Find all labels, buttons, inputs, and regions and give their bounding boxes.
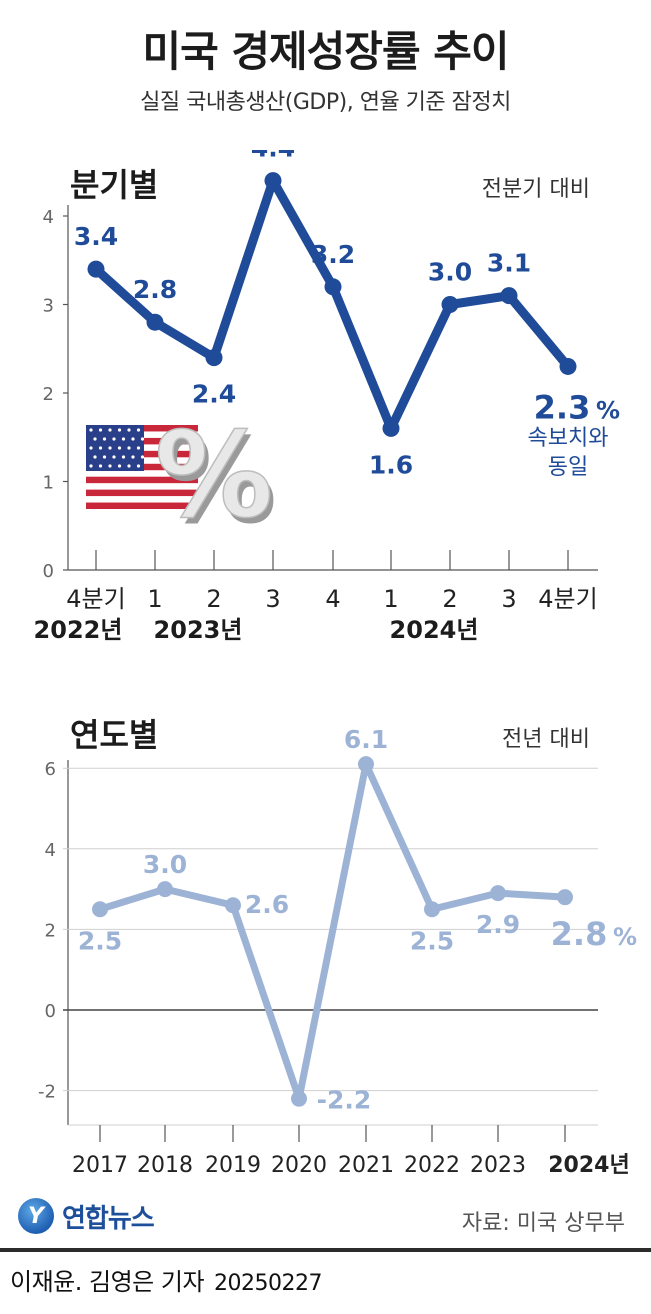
y-tick-label: 2 [43,384,54,405]
data-label-unit: % [613,923,637,951]
quarterly-section-title: 분기별 [70,166,158,204]
data-label: 2.5 [410,926,454,955]
x-tick-label: 2 [442,585,457,613]
annotation-line-1: 속보치와 [528,426,609,451]
data-label: 2.6 [245,890,289,919]
y-tick-label: 4 [45,840,56,861]
data-label: 2.4 [192,380,236,409]
data-label: 3.0 [143,850,187,879]
data-point [264,172,282,190]
data-label: 3.4 [74,222,118,251]
y-tick-label: 6 [45,759,56,780]
reporter-names: 이재윤. 김영은 기자 [10,1268,205,1296]
quarterly-growth-line [91,176,573,433]
x-tick-label: 4 [325,585,340,613]
y-tick-label: 2 [45,920,56,941]
data-label: 2.8 [551,915,608,953]
data-point [291,1090,307,1107]
data-point [225,897,241,914]
data-point [559,357,577,375]
data-label: 4.4 [251,150,295,163]
data-point [87,260,105,278]
x-tick-label: 2020 [271,1153,327,1178]
data-point [441,296,459,313]
percent-sign-icon: % % [154,405,277,550]
data-point [382,419,400,437]
y-tick-label: 1 [43,473,54,494]
annual-growth-chart: 연도별 전년 대비 6 4 2 0 -2 2017 2018 2019 2020 2021 202… [38,716,637,1178]
x-tick-label: 2023 [470,1153,526,1178]
publish-date: 20250227 [214,1271,323,1296]
data-point [358,756,374,773]
x-tick-label: 4분기 [66,585,125,613]
svg-text:%: % [155,406,273,544]
data-point [557,889,573,906]
data-label: 1.6 [369,450,413,479]
data-label: 3.0 [428,258,472,287]
footer-divider [0,1248,651,1252]
data-point [92,901,108,918]
x-tick-label: 2018 [137,1153,193,1178]
data-label: -2.2 [317,1086,372,1115]
data-point [146,313,164,331]
quarterly-comparison-note: 전분기 대비 [482,177,590,202]
x-tick-label: 2 [206,585,221,613]
x-tick-label: 3 [265,585,280,613]
data-point [500,287,518,305]
x-tick-label: 2022 [404,1153,460,1178]
data-label: 2.9 [476,910,520,939]
x-tick-label: 2019 [205,1153,261,1178]
quarterly-growth-chart: 분기별 전분기 대비 % % 4 3 2 1 0 4분기 2022년 1 2023년 2 3 4 1 2… [34,150,620,644]
x-tick-label: 1 [383,585,398,613]
year-label: 2024년 [390,616,479,644]
y-tick-label: 0 [45,1001,56,1022]
data-point [324,278,342,296]
data-label: 3.2 [311,240,355,269]
y-tick-label: 3 [43,296,54,317]
reporter-line: 이재윤. 김영은 기자 20250227 [10,1262,323,1297]
data-source: 자료: 미국 상무부 [461,1211,625,1236]
data-label: 2.5 [78,926,122,955]
annotation-line-2: 동일 [548,455,588,480]
annual-comparison-note: 전년 대비 [502,727,590,752]
x-tick-label: 1 [147,585,162,613]
x-tick-label: 3 [501,585,516,613]
annual-section-title: 연도별 [70,716,158,754]
data-label-unit: % [596,396,620,424]
annual-growth-line [96,760,569,1103]
y-tick-label: 4 [43,207,54,228]
data-label: 6.1 [344,725,388,754]
data-point [205,349,223,367]
x-tick-label: 2024년 [548,1153,629,1178]
data-point [157,881,173,898]
data-label: 2.8 [133,275,177,304]
yonhap-logo-text: 연합뉴스 [62,1203,155,1234]
y-tick-label: 0 [43,561,54,582]
chart-title: 미국 경제성장률 추이 [142,27,509,76]
x-tick-label: 2021 [338,1153,394,1178]
y-tick-label: -2 [38,1082,56,1103]
data-label: 2.3 [534,388,591,426]
year-label: 2022년 [34,616,123,644]
yonhap-logo: Y 연합뉴스 [18,1196,155,1236]
chart-subtitle: 실질 국내총생산(GDP), 연율 기준 잠정치 [140,90,511,115]
data-label: 3.1 [487,249,531,278]
svg-text:%: % [159,412,277,550]
data-point [424,901,440,918]
yonhap-logo-mark-icon: Y [18,1198,54,1234]
us-flag-icon [86,425,198,509]
data-point [490,885,506,902]
year-label: 2023년 [154,616,243,644]
x-tick-label: 4분기 [538,585,597,613]
x-tick-label: 2017 [72,1153,128,1178]
